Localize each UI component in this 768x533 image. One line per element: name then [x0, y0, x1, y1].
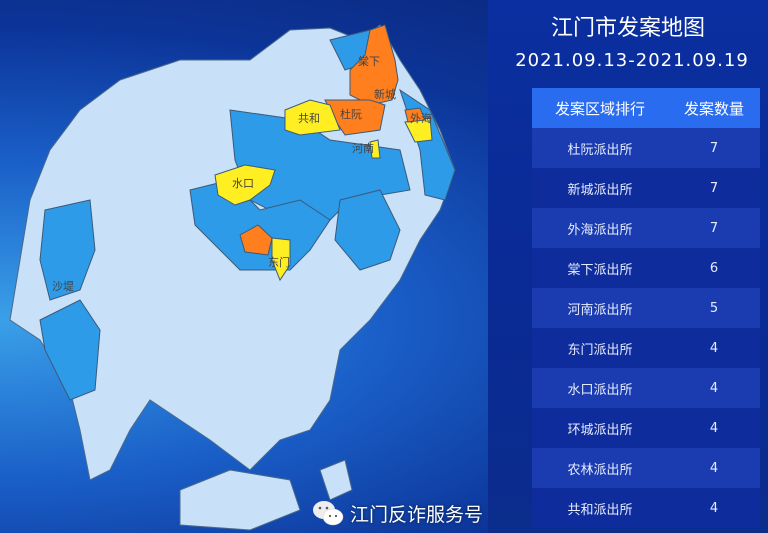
- map-label: 东门: [268, 255, 290, 269]
- region-low: [39, 199, 96, 301]
- region-mid-dongmen: [271, 237, 291, 282]
- map-label: 新城: [374, 87, 396, 101]
- page-title: 江门市发案地图: [550, 16, 705, 41]
- map-label: 杜阮: [340, 107, 362, 121]
- table-row: 环城派出所 4: [532, 408, 760, 448]
- region-island: [179, 469, 301, 531]
- table-row: 河南派出所 5: [532, 288, 760, 328]
- table-row: 农林派出所 4: [532, 448, 760, 488]
- area-name: 农林派出所: [567, 462, 633, 478]
- map-label: 共和: [298, 112, 320, 125]
- region-high-dongmen: [239, 224, 273, 256]
- area-name: 环城派出所: [567, 422, 633, 438]
- table-row: 棠下派出所 6: [532, 248, 760, 288]
- column-header-area: 发案区域排行: [554, 99, 645, 118]
- case-count: 4: [709, 420, 719, 436]
- map-label: 沙堤: [52, 280, 74, 293]
- area-name: 杜阮派出所: [567, 142, 633, 158]
- region-mid-gonghe: [284, 99, 341, 136]
- map-label: 棠下: [358, 55, 380, 68]
- table-row: 新城派出所 7: [532, 168, 760, 208]
- table-row: 共和派出所 4: [532, 488, 760, 528]
- ranking-table: 发案区域排行 发案数量 杜阮派出所 7 新城派出所 7 外海派出所 7 棠下派出所 6 河南派出…: [532, 88, 760, 528]
- table-body: 杜阮派出所 7 新城派出所 7 外海派出所 7 棠下派出所 6 河南派出所 5 东门派出所 4 水口派出…: [532, 128, 760, 528]
- map-label: 外海: [410, 111, 432, 125]
- case-count: 4: [709, 460, 719, 476]
- area-name: 棠下派出所: [567, 262, 633, 278]
- case-count: 5: [709, 300, 719, 316]
- map-label: 河南: [352, 142, 374, 155]
- table-row: 杜阮派出所 7: [532, 128, 760, 168]
- table-row: 水口派出所 4: [532, 368, 760, 408]
- case-map: 棠下 共和 杜阮 新城 外海 河南 水口 东门 沙堤: [9, 24, 456, 531]
- wechat-icon: [313, 501, 344, 526]
- table-row: 东门派出所 4: [532, 328, 760, 368]
- area-name: 共和派出所: [567, 502, 633, 518]
- region-low: [39, 299, 101, 401]
- table-row: 外海派出所 7: [532, 208, 760, 248]
- column-header-count: 发案数量: [683, 99, 744, 118]
- area-name: 外海派出所: [567, 222, 633, 238]
- case-count: 4: [709, 380, 719, 396]
- case-count: 7: [709, 220, 719, 236]
- region-low: [334, 189, 401, 271]
- case-count: 7: [709, 180, 719, 196]
- case-count: 6: [709, 260, 719, 276]
- case-count: 4: [709, 500, 719, 516]
- case-count: 4: [709, 340, 719, 356]
- area-name: 河南派出所: [567, 302, 633, 318]
- date-range: 2021.09.13-2021.09.19: [515, 50, 749, 71]
- watermark-text: 江门反诈服务号: [350, 503, 484, 526]
- area-name: 东门派出所: [567, 342, 633, 358]
- map-label: 水口: [232, 177, 254, 190]
- table-header: 发案区域排行 发案数量: [532, 88, 760, 128]
- region-island-2: [319, 459, 353, 501]
- watermark: 江门反诈服务号: [310, 498, 483, 528]
- case-count: 7: [709, 140, 719, 156]
- region-high-tangxia: [349, 24, 399, 106]
- region-high-waihai: [404, 107, 426, 123]
- region-mid-shuikou: [214, 164, 276, 206]
- area-name: 新城派出所: [567, 182, 633, 198]
- area-name: 水口派出所: [567, 382, 633, 398]
- region-mid-henan: [369, 139, 381, 159]
